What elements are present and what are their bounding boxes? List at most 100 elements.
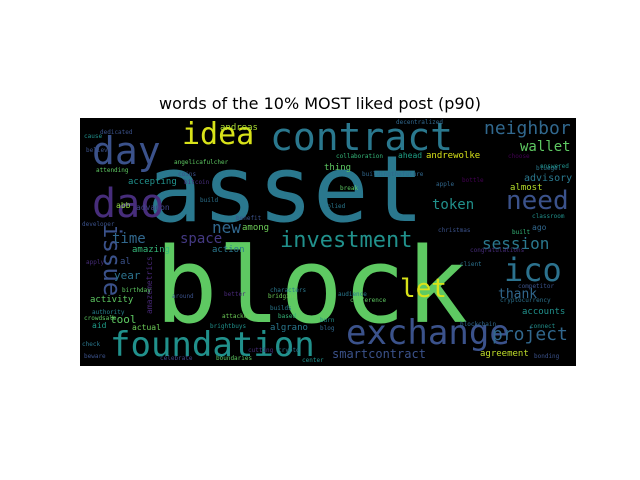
word-andrewolke: andrewolke	[426, 151, 481, 161]
word-applied: applied	[320, 203, 346, 210]
word-token: token	[432, 197, 475, 213]
word-dao: dao	[92, 181, 165, 227]
word-client: client	[460, 261, 482, 268]
word-collaboration: collaboration	[336, 153, 383, 160]
word-project: project	[492, 324, 568, 345]
word-birthday: birthday	[122, 287, 151, 294]
word-amazing: amazing	[132, 245, 170, 255]
word-activity: activity	[90, 295, 134, 305]
word-builds: builds	[270, 305, 292, 312]
word-bonding: bonding	[534, 353, 560, 360]
word-cause: cause	[84, 133, 103, 140]
word-authority: authority	[92, 309, 125, 316]
word-cryptocurrency: cryptocurrency	[500, 297, 551, 304]
word-al: al	[120, 257, 131, 267]
word-bluegel: bluegel	[536, 165, 562, 172]
word-thank: thank	[498, 287, 538, 302]
word-blog: blog	[320, 325, 335, 332]
word-among: among	[242, 223, 270, 233]
word-audience: audience	[338, 291, 367, 298]
word-idea: idea	[182, 118, 255, 152]
word-abb: abb	[116, 201, 131, 210]
word-attending: attending	[96, 167, 129, 174]
word-center: center	[302, 357, 324, 364]
word-asset: asset	[147, 136, 424, 243]
word-check: check	[82, 341, 101, 348]
word-wallet: wallet	[520, 139, 571, 155]
word-almost: almost	[510, 183, 543, 193]
word-andreas: andreas	[220, 123, 258, 133]
word-crowdsale: crowdsale	[84, 315, 117, 322]
word-attacked: attacked	[222, 313, 251, 320]
word-burn: burn	[320, 317, 335, 324]
word-around: around	[172, 293, 194, 300]
word-benefit: benefit	[236, 215, 262, 222]
word-action: action	[212, 245, 245, 255]
word-bitcoin: bitcoin	[184, 179, 210, 186]
word-angelicafulcher: angelicafulcher	[174, 159, 229, 166]
word-competitor: competitor	[518, 283, 555, 290]
word-new: new	[212, 218, 241, 237]
word-time: time	[112, 231, 146, 247]
word-dedicated: dedicated	[100, 129, 133, 136]
word-cutting: cutting	[248, 347, 274, 354]
word-space: space	[180, 231, 223, 247]
word-thing: thing	[324, 163, 352, 173]
word-block: block	[155, 225, 469, 347]
word-believe: believe	[86, 147, 112, 154]
word-actual: actual	[132, 323, 161, 332]
word-contract: contract	[270, 118, 454, 159]
word-accounts: accounts	[522, 307, 566, 317]
word-exchange: exchange	[346, 313, 510, 353]
word-built: built	[512, 229, 531, 236]
word-brightbuys: brightbuys	[210, 323, 247, 330]
word-christmas: christmas	[438, 227, 471, 234]
word-conference: conference	[350, 297, 387, 304]
word-boundaries: boundaries	[216, 355, 253, 362]
word-session: session	[482, 234, 550, 253]
word-celebrate: celebrate	[160, 355, 193, 362]
word-build: build	[200, 197, 219, 204]
word-ago: ago	[532, 223, 547, 232]
word-agreement: agreement	[480, 349, 529, 359]
word-decentralized: decentralized	[396, 119, 443, 126]
word-beware: beware	[84, 353, 106, 360]
word-connect: connect	[530, 323, 556, 330]
word-ico: ico	[504, 251, 562, 289]
word-algrano: algrano	[270, 323, 308, 333]
word-ahead: ahead	[398, 151, 423, 160]
word-apply: apply	[86, 259, 105, 266]
word-based: based	[278, 313, 297, 320]
word-amazemetrics: amazemetrics	[145, 256, 154, 314]
word-tool: tool	[110, 313, 137, 326]
figure-title: words of the 10% MOST liked post (p90)	[159, 94, 481, 113]
word-developer: developer	[82, 221, 115, 228]
word-need: need	[506, 186, 569, 216]
word-advanon: advanon	[136, 203, 170, 212]
word-foundation: foundation	[110, 325, 315, 365]
word-day: day	[92, 129, 161, 173]
word-congratulations: congratulations	[470, 247, 525, 254]
word-investment: investment	[280, 228, 413, 253]
word-buildingthefuture: buildingthefuture	[362, 171, 424, 178]
word-coins: coins	[178, 171, 197, 178]
word-crypto: crypto	[278, 347, 300, 354]
word-choose: choose	[508, 153, 530, 160]
word-cloud: asset block contract exchange foundation…	[80, 118, 576, 366]
word-neighbor: neighbor	[484, 118, 571, 139]
word-bridging: bridging	[268, 293, 297, 300]
word-bottle: bottle	[462, 177, 484, 184]
word-let: let	[400, 274, 447, 304]
word-break: break	[340, 185, 359, 192]
word-blockchain: blockchain	[460, 321, 497, 328]
word-characters: characters	[270, 287, 307, 294]
word-advisory: advisory	[524, 173, 573, 184]
word-smartcontract: smartcontract	[332, 347, 426, 361]
word-apple: apple	[436, 181, 455, 188]
word-year: year	[114, 269, 141, 282]
word-classroom: classroom	[532, 213, 565, 220]
word-accepting: accepting	[128, 177, 177, 187]
word-aid: aid	[92, 321, 107, 330]
word-answered: answered	[540, 163, 569, 170]
word-better: better	[224, 291, 246, 298]
